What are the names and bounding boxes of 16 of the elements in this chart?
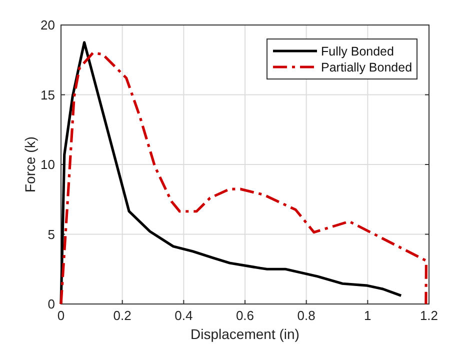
y-tick-label: 10 (40, 157, 55, 172)
y-tick-label: 20 (40, 18, 55, 32)
y-tick-label: 5 (48, 226, 55, 242)
x-tick-label: 0.4 (174, 308, 193, 323)
legend-label: Fully Bonded (321, 44, 394, 58)
x-axis-title: Displacement (in) (190, 326, 300, 342)
y-tick-label: 15 (40, 87, 55, 102)
x-tick-label: 0.6 (236, 308, 254, 323)
y-tick-label: 0 (48, 296, 55, 312)
x-tick-label: 1.2 (420, 308, 438, 323)
x-tick-label: 1 (364, 308, 372, 323)
x-tick-label: 0.2 (113, 308, 132, 323)
legend-label: Partially Bonded (321, 60, 412, 74)
y-axis-title: Force (k) (22, 136, 38, 192)
x-tick-label: 0 (57, 308, 65, 323)
x-tick-label: 0.8 (297, 308, 316, 323)
